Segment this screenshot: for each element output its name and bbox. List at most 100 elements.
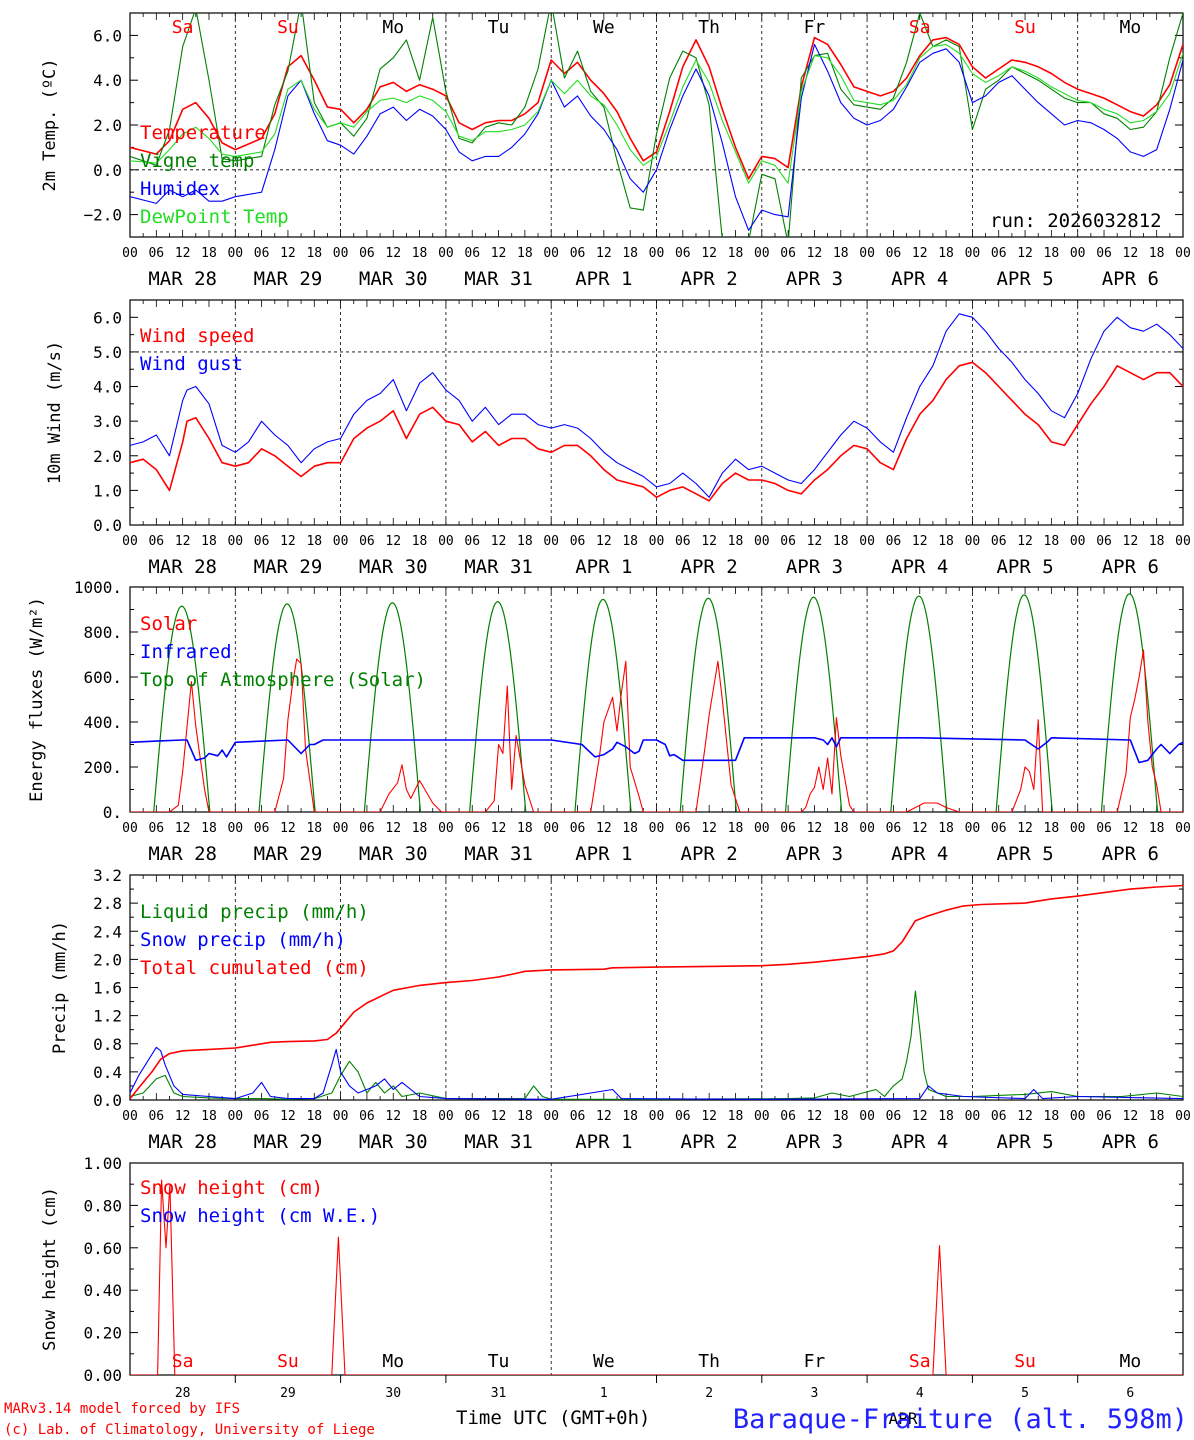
hour-tick-label: 06 xyxy=(1096,1109,1112,1124)
hour-tick-label: 06 xyxy=(886,1109,902,1124)
hour-tick-label: 12 xyxy=(596,534,612,549)
hour-tick-label: 06 xyxy=(254,821,270,836)
hour-tick-label: 06 xyxy=(991,534,1007,549)
weekday-label: Su xyxy=(1014,17,1036,38)
series-group xyxy=(130,593,1183,812)
hour-tick-label: 18 xyxy=(1044,534,1060,549)
day-label: MAR 30 xyxy=(359,268,428,290)
hour-tick-label: 18 xyxy=(622,1109,638,1124)
hour-tick-label: 18 xyxy=(622,534,638,549)
hour-tick-label: 06 xyxy=(886,534,902,549)
weekday-label: We xyxy=(593,1351,615,1372)
hour-tick-label: 12 xyxy=(280,246,296,261)
hour-tick-label: 12 xyxy=(701,534,717,549)
series-line xyxy=(130,1179,1183,1375)
hour-tick-label: 00 xyxy=(122,534,138,549)
hour-tick-label: 00 xyxy=(754,1109,770,1124)
hour-tick-label: 12 xyxy=(596,246,612,261)
hour-tick-label: 12 xyxy=(912,246,928,261)
hour-tick-label: 00 xyxy=(859,821,875,836)
hour-tick-label: 12 xyxy=(596,1109,612,1124)
hour-tick-label: 18 xyxy=(728,821,744,836)
hour-tick-label: 18 xyxy=(833,246,849,261)
day-label: MAR 30 xyxy=(359,843,428,865)
y-tick-label: 1.00 xyxy=(83,1154,122,1173)
y-tick-label: 400. xyxy=(83,713,122,732)
day-label: MAR 31 xyxy=(464,268,533,290)
hour-tick-label: 00 xyxy=(965,534,981,549)
hour-tick-label: 12 xyxy=(175,1109,191,1124)
bottom-month-label: APR xyxy=(889,1409,918,1428)
hour-tick-label: 06 xyxy=(464,534,480,549)
hour-tick-label: 18 xyxy=(728,534,744,549)
hour-tick-label: 12 xyxy=(280,534,296,549)
panel-wind: 00 06 12 18 00 06 12 18 00 06 12 18 00 06 12 18 00 06 12 18… xyxy=(45,299,1191,578)
weekday-label: Fr xyxy=(804,1351,826,1372)
hour-tick-label: 00 xyxy=(754,534,770,549)
legend-entry: Snow height (cm) xyxy=(140,1177,323,1199)
toa-solar-arc xyxy=(258,603,316,812)
hour-tick-label: 12 xyxy=(491,821,507,836)
toa-solar-arc xyxy=(469,600,527,812)
hour-tick-label: 00 xyxy=(122,246,138,261)
day-label: APR 5 xyxy=(996,556,1053,578)
toa-solar-arc xyxy=(363,602,422,812)
hour-tick-label: 06 xyxy=(359,1109,375,1124)
day-number-label: 31 xyxy=(491,1386,507,1401)
y-axis-label: Snow height (cm) xyxy=(40,1187,60,1351)
hour-tick-label: 00 xyxy=(754,821,770,836)
series-group xyxy=(130,313,1183,502)
day-label: APR 6 xyxy=(1102,556,1159,578)
legend-entry: Vigne temp xyxy=(140,150,254,172)
run-label: run: 2026032812 xyxy=(990,210,1162,232)
hour-tick-label: 06 xyxy=(675,534,691,549)
hour-tick-label: 00 xyxy=(1175,821,1191,836)
day-label: APR 3 xyxy=(786,268,843,290)
hour-tick-label: 00 xyxy=(1070,1109,1086,1124)
hour-tick-label: 12 xyxy=(1017,821,1033,836)
day-label: MAR 28 xyxy=(148,556,217,578)
hour-tick-label: 06 xyxy=(1096,246,1112,261)
series-group xyxy=(130,1179,1183,1375)
hour-tick-label: 18 xyxy=(517,821,533,836)
series-line xyxy=(130,43,1183,231)
day-label: MAR 29 xyxy=(254,1131,323,1153)
day-number-label: 4 xyxy=(916,1386,924,1401)
series-group xyxy=(130,884,1183,1100)
hour-tick-label: 06 xyxy=(991,246,1007,261)
series-group xyxy=(130,13,1183,237)
hour-tick-label: 12 xyxy=(1017,534,1033,549)
y-axis-label: Precip (mm/h) xyxy=(50,921,70,1054)
hour-tick-label: 06 xyxy=(991,1109,1007,1124)
weekday-label: Sa xyxy=(909,17,931,38)
panel-temperature: 00 06 12 18 00 06 12 18 00 06 12 18 00 06 12 18 00 06 12 18… xyxy=(40,12,1191,290)
weekday-label: Th xyxy=(698,1351,720,1372)
hour-tick-label: 00 xyxy=(438,534,454,549)
hour-tick-label: 06 xyxy=(780,1109,796,1124)
hour-tick-label: 12 xyxy=(807,534,823,549)
weekday-label: Tu xyxy=(488,1351,510,1372)
hour-tick-label: 06 xyxy=(570,534,586,549)
y-tick-label: 0.40 xyxy=(83,1281,122,1300)
hour-tick-label: 18 xyxy=(517,534,533,549)
day-label: MAR 29 xyxy=(254,556,323,578)
hour-tick-label: 12 xyxy=(596,821,612,836)
hour-tick-label: 18 xyxy=(201,534,217,549)
day-label: APR 2 xyxy=(681,556,738,578)
hour-tick-label: 06 xyxy=(464,246,480,261)
hour-tick-label: 00 xyxy=(1175,1109,1191,1124)
hour-tick-label: 18 xyxy=(938,821,954,836)
hour-tick-label: 12 xyxy=(385,246,401,261)
day-number-label: 30 xyxy=(385,1386,401,1401)
y-tick-label: 800. xyxy=(83,623,122,642)
legend-entry: Wind gust xyxy=(140,353,243,375)
day-label: APR 5 xyxy=(996,1131,1053,1153)
legend-entry: Humidex xyxy=(140,178,220,200)
weekday-label: Su xyxy=(1014,1351,1036,1372)
hour-tick-label: 18 xyxy=(306,821,322,836)
y-axis-label: Energy fluxes (W/m²) xyxy=(27,597,47,802)
hour-tick-label: 12 xyxy=(1123,534,1139,549)
day-number-label: 28 xyxy=(175,1386,191,1401)
hour-tick-label: 12 xyxy=(491,534,507,549)
day-label: APR 6 xyxy=(1102,268,1159,290)
